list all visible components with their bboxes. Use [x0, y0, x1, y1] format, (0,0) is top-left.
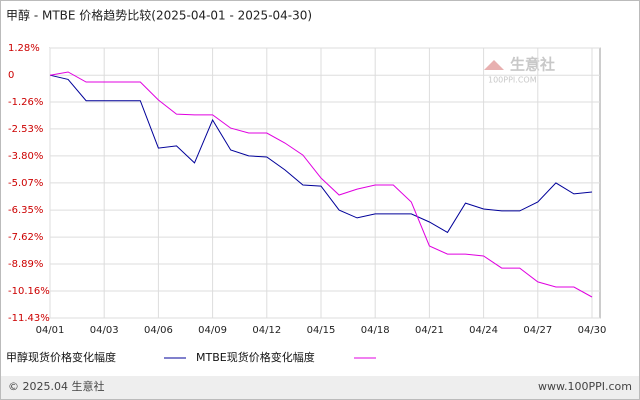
x-tick-label: 04/03 — [90, 325, 119, 336]
watermark-text: 生意社 — [510, 56, 555, 74]
watermark-url: 100PPI.COM — [488, 76, 537, 85]
y-tick-label: -3.80% — [8, 151, 43, 162]
y-tick-label: -5.07% — [8, 178, 43, 189]
y-tick-label: -7.62% — [8, 232, 43, 243]
legend-label: MTBE现货价格变化幅度 — [196, 350, 315, 364]
y-tick-label: -1.26% — [8, 97, 43, 108]
y-tick-label: -2.53% — [8, 124, 43, 135]
x-tick-label: 04/15 — [307, 325, 336, 336]
x-tick-label: 04/09 — [198, 325, 227, 336]
series-line — [49, 71, 593, 298]
y-tick-label: -10.16% — [8, 286, 50, 297]
x-tick-label: 04/01 — [36, 325, 65, 336]
watermark-icon — [484, 60, 504, 70]
footer-left: © 2025.04 生意社 — [8, 379, 104, 393]
footer-right: www.100PPI.com — [538, 380, 632, 393]
x-tick-label: 04/18 — [361, 325, 390, 336]
x-tick-label: 04/06 — [144, 325, 173, 336]
series-line — [49, 74, 593, 234]
x-tick-label: 04/30 — [578, 325, 607, 336]
y-tick-label: -6.35% — [8, 205, 43, 216]
y-tick-label: 1.28% — [8, 43, 40, 54]
y-tick-label: -8.89% — [8, 259, 43, 270]
legend-label: 甲醇现货价格变化幅度 — [6, 350, 116, 364]
x-tick-label: 04/12 — [252, 325, 281, 336]
y-tick-label: -11.43% — [8, 313, 50, 324]
y-tick-label: 0 — [8, 70, 14, 81]
watermark: 生意社 100PPI.COM — [484, 56, 555, 85]
footer-band — [1, 376, 639, 399]
x-tick-label: 04/27 — [523, 325, 552, 336]
x-tick-label: 04/24 — [469, 325, 498, 336]
x-tick-label: 04/21 — [415, 325, 444, 336]
chart-title: 甲醇 - MTBE 价格趋势比较(2025-04-01 - 2025-04-30… — [6, 8, 312, 23]
